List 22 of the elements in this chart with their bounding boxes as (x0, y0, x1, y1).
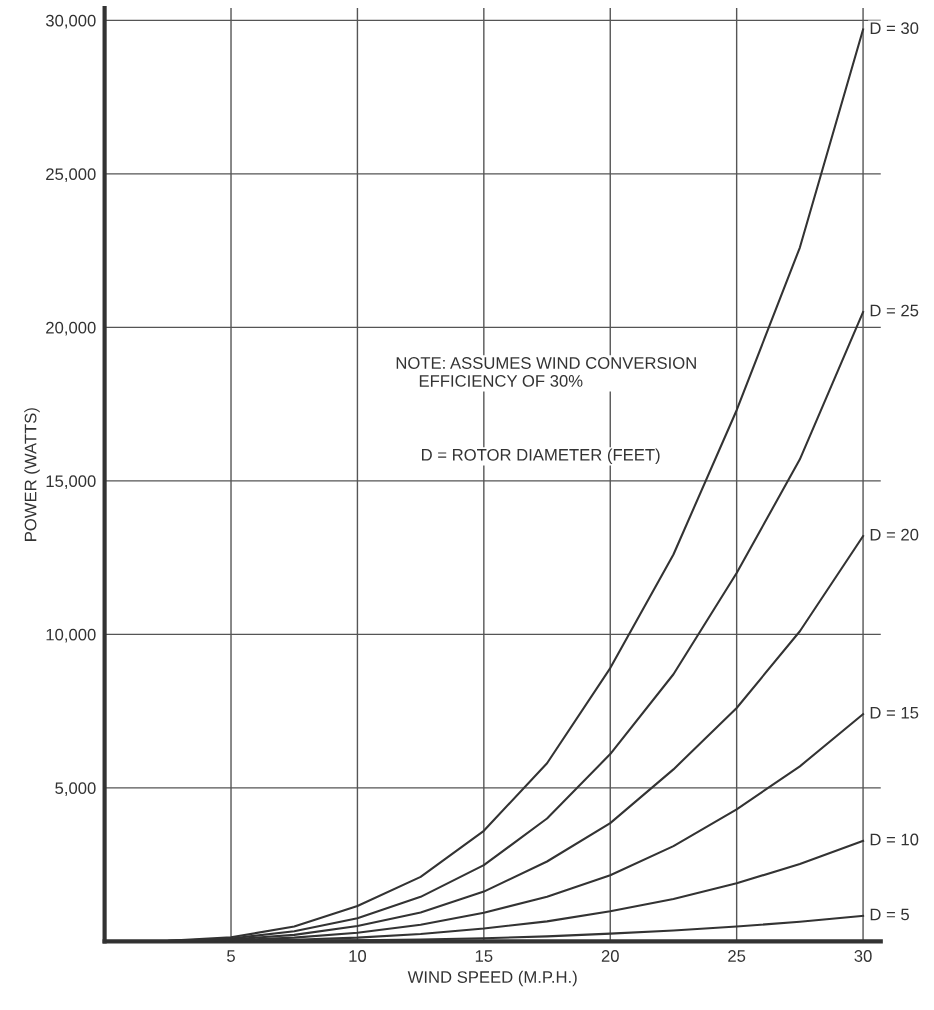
y-tick-label: 20,000 (46, 321, 96, 336)
y-tick-label: 5,000 (55, 782, 96, 796)
series-label: D = 30 (870, 22, 919, 35)
annotation: D = ROTOR DIAMETER (FEET) (422, 448, 660, 465)
x-tick-label: 10 (349, 950, 367, 962)
x-axis-title: WIND SPEED (M.P.H.) (407, 970, 577, 987)
series-label: D = 15 (870, 706, 919, 719)
y-tick-label: 25,000 (46, 168, 96, 183)
annotation: NOTE: ASSUMES WIND CONVERSION EFFICIENCY OF 30% (396, 357, 696, 387)
y-tick-label: 30,000 (45, 14, 96, 29)
series-label: D = 5 (870, 908, 909, 921)
series-label: D = 25 (870, 304, 919, 317)
series-label: D = 10 (870, 833, 919, 846)
x-tick-label: 5 (227, 950, 235, 962)
x-tick-label: 15 (475, 950, 493, 962)
series-label: D = 20 (870, 528, 919, 541)
y-tick-label: 10,000 (46, 628, 96, 643)
x-tick-label: 30 (854, 950, 872, 962)
x-tick-label: 20 (601, 950, 619, 962)
x-tick-label: 25 (728, 950, 746, 962)
y-tick-label: 15,000 (46, 475, 96, 490)
y-axis-title: POWER (WATTS) (24, 408, 40, 541)
